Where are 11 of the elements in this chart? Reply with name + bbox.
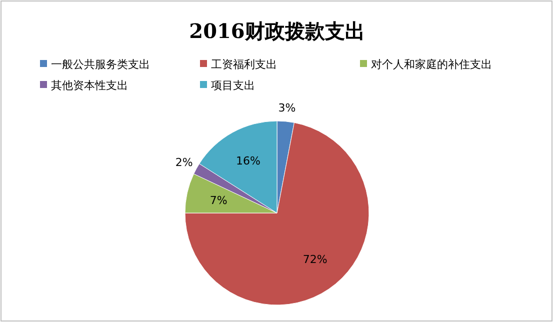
legend-label: 项目支出 [211,79,255,92]
legend-label: 工资福利支出 [211,58,277,71]
legend-label: 对个人和家庭的补住支出 [371,58,492,71]
chart-title: 2016财政拨款支出 [189,19,365,43]
data-label: 3% [278,101,296,114]
data-label: 72% [302,253,328,266]
data-label: 2% [175,156,193,169]
data-label: 16% [236,154,260,168]
legend-label: 一般公共服务类支出 [51,58,150,71]
data-label: 7% [210,194,228,207]
legend-label: 其他资本性支出 [51,79,128,92]
